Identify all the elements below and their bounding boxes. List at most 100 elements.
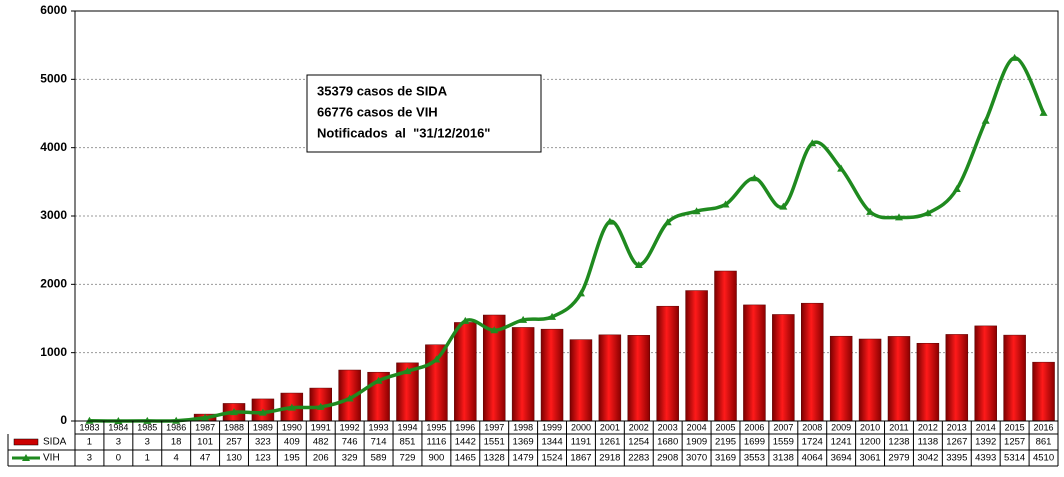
y-tick-label: 6000	[40, 3, 67, 17]
table-value: 1328	[484, 453, 505, 464]
table-value: 1559	[773, 437, 794, 448]
table-value: 3694	[831, 453, 852, 464]
bar	[628, 335, 650, 421]
table-value: 5314	[1004, 453, 1025, 464]
table-value: 130	[226, 453, 242, 464]
table-value: 206	[313, 453, 329, 464]
table-value: 1724	[802, 437, 823, 448]
bar	[1033, 362, 1055, 421]
table-value: 1138	[918, 437, 938, 448]
x-tick-label: 2009	[831, 422, 851, 432]
table-value: 3061	[860, 453, 881, 464]
table-value: 1479	[513, 453, 534, 464]
table-value: 3138	[773, 453, 794, 464]
table-value: 4064	[802, 453, 823, 464]
x-tick-label: 1986	[166, 422, 186, 432]
table-value: 1257	[1004, 437, 1025, 448]
x-tick-label: 1993	[369, 422, 389, 432]
x-tick-label: 2000	[571, 422, 591, 432]
bar	[888, 336, 910, 421]
table-value: 123	[255, 453, 271, 464]
x-tick-label: 2015	[1005, 422, 1025, 432]
bar	[657, 306, 679, 421]
note-line: Notificados al "31/12/2016"	[317, 125, 490, 140]
legend-swatch	[14, 439, 38, 445]
table-value: 1680	[657, 437, 678, 448]
bar	[917, 343, 939, 421]
x-tick-label: 1992	[340, 422, 360, 432]
legend-label: VIH	[43, 453, 60, 464]
bar	[599, 335, 621, 421]
table-value: 1699	[744, 437, 765, 448]
x-tick-label: 2013	[947, 422, 967, 432]
table-value: 409	[284, 437, 300, 448]
table-value: 1191	[571, 437, 591, 448]
x-tick-label: 1991	[311, 422, 331, 432]
y-tick-label: 0	[60, 413, 67, 427]
x-tick-label: 2004	[687, 422, 707, 432]
x-tick-label: 2008	[802, 422, 822, 432]
x-tick-label: 2006	[744, 422, 764, 432]
table-value: 1909	[686, 437, 707, 448]
bar	[1004, 335, 1026, 421]
table-value: 2908	[657, 453, 678, 464]
table-value: 861	[1036, 437, 1052, 448]
x-tick-label: 1984	[108, 422, 128, 432]
table-value: 257	[226, 437, 242, 448]
bar	[975, 326, 997, 421]
x-tick-label: 2014	[976, 422, 996, 432]
x-tick-label: 2001	[600, 422, 620, 432]
bar	[743, 305, 765, 421]
table-value: 195	[284, 453, 300, 464]
table-value: 1238	[888, 437, 909, 448]
note-line: 35379 casos de SIDA	[317, 83, 448, 98]
table-value: 47	[200, 453, 211, 464]
table-value: 3	[145, 437, 150, 448]
x-tick-label: 1994	[397, 422, 417, 432]
table-value: 714	[371, 437, 387, 448]
table-value: 1551	[484, 437, 505, 448]
x-tick-label: 2016	[1034, 422, 1054, 432]
table-value: 1369	[513, 437, 534, 448]
bar	[541, 329, 563, 421]
x-tick-label: 1999	[542, 422, 562, 432]
table-value: 1867	[570, 453, 591, 464]
table-value: 4393	[975, 453, 996, 464]
table-value: 0	[116, 453, 121, 464]
table-value: 1261	[599, 437, 620, 448]
y-tick-label: 2000	[40, 277, 67, 291]
table-value: 3	[116, 437, 121, 448]
bar	[715, 271, 737, 421]
x-tick-label: 1989	[253, 422, 273, 432]
table-value: 1465	[455, 453, 476, 464]
x-tick-label: 1996	[455, 422, 475, 432]
table-value: 1200	[860, 437, 881, 448]
table-value: 1	[87, 437, 92, 448]
table-value: 1524	[541, 453, 562, 464]
note-line: 66776 casos de VIH	[317, 104, 438, 119]
x-tick-label: 2010	[860, 422, 880, 432]
table-value: 2283	[628, 453, 649, 464]
table-value: 3395	[946, 453, 967, 464]
table-value: 1116	[427, 437, 447, 448]
table-value: 101	[197, 437, 213, 448]
table-value: 1344	[541, 437, 562, 448]
table-value: 2195	[715, 437, 736, 448]
table-value: 729	[400, 453, 416, 464]
x-tick-label: 1990	[282, 422, 302, 432]
bar	[772, 314, 794, 421]
table-value: 18	[171, 437, 182, 448]
x-tick-label: 2007	[773, 422, 793, 432]
x-tick-label: 1985	[137, 422, 157, 432]
table-value: 1254	[628, 437, 649, 448]
table-value: 900	[428, 453, 444, 464]
table-value: 3169	[715, 453, 736, 464]
y-tick-label: 5000	[40, 72, 67, 86]
table-value: 589	[371, 453, 387, 464]
y-tick-label: 4000	[40, 140, 67, 154]
bar	[946, 334, 968, 421]
table-value: 329	[342, 453, 358, 464]
